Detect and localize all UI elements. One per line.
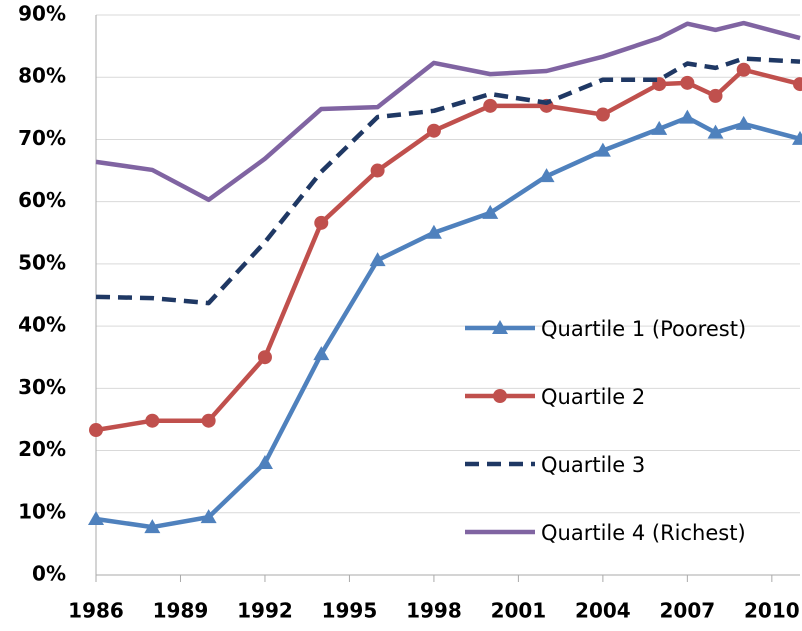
y-tick-label: 60% bbox=[18, 188, 66, 212]
data-point bbox=[256, 455, 273, 469]
data-point bbox=[679, 109, 696, 124]
x-tick-label: 2004 bbox=[575, 599, 631, 623]
data-point bbox=[369, 252, 386, 267]
legend-label: Quartile 1 (Poorest) bbox=[541, 317, 746, 341]
data-point bbox=[707, 124, 724, 139]
data-point bbox=[736, 62, 751, 77]
data-point bbox=[201, 413, 216, 428]
legend-label: Quartile 2 bbox=[541, 385, 645, 409]
data-point bbox=[257, 350, 272, 365]
x-tick-label: 1998 bbox=[406, 599, 462, 623]
y-tick-label: 20% bbox=[18, 437, 66, 461]
data-point bbox=[200, 509, 217, 524]
data-point bbox=[651, 120, 668, 135]
legend-label: Quartile 3 bbox=[541, 453, 645, 477]
data-point bbox=[145, 413, 160, 428]
y-tick-label: 10% bbox=[18, 499, 66, 523]
legend-marker bbox=[492, 320, 508, 334]
data-point bbox=[483, 98, 498, 113]
y-tick-label: 50% bbox=[18, 250, 66, 274]
legend-marker bbox=[493, 389, 507, 403]
data-point bbox=[708, 88, 723, 103]
y-tick-label: 90% bbox=[18, 2, 66, 26]
series-line bbox=[95, 20, 801, 203]
y-tick-label: 30% bbox=[18, 375, 66, 399]
y-tick-label: 80% bbox=[18, 64, 66, 88]
legend-label: Quartile 4 (Richest) bbox=[541, 521, 746, 545]
x-tick-label: 1986 bbox=[68, 599, 124, 623]
data-point bbox=[680, 75, 695, 90]
data-point bbox=[735, 115, 752, 130]
y-tick-label: 0% bbox=[32, 562, 66, 586]
data-point bbox=[482, 204, 499, 219]
x-tick-label: 1992 bbox=[237, 599, 293, 623]
y-tick-label: 70% bbox=[18, 126, 66, 150]
data-point bbox=[595, 107, 610, 122]
x-tick-label: 2010 bbox=[744, 599, 800, 623]
data-point bbox=[88, 511, 104, 525]
data-point bbox=[425, 224, 442, 239]
data-point bbox=[314, 215, 329, 230]
data-point bbox=[538, 168, 555, 183]
data-point bbox=[793, 77, 802, 92]
x-tick-label: 2007 bbox=[660, 599, 716, 623]
x-tick-label: 1995 bbox=[322, 599, 378, 623]
x-tick-label: 2001 bbox=[491, 599, 547, 623]
data-point bbox=[426, 123, 441, 138]
data-point bbox=[144, 519, 161, 534]
data-point bbox=[89, 423, 103, 438]
data-point bbox=[594, 142, 611, 157]
series-line bbox=[95, 56, 801, 306]
data-point bbox=[370, 163, 385, 178]
data-point bbox=[792, 130, 802, 145]
y-tick-label: 40% bbox=[18, 313, 66, 337]
data-point bbox=[313, 346, 330, 361]
x-tick-label: 1989 bbox=[153, 599, 209, 623]
